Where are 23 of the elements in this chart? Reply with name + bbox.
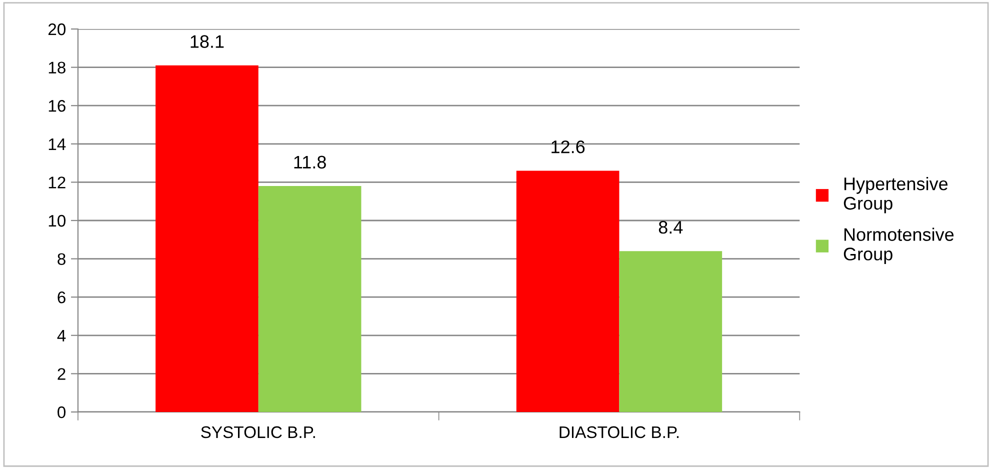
y-tick-label: 18 (48, 62, 66, 74)
data-label: 18.1 (190, 35, 224, 48)
legend-label: Hypertensive Group (844, 176, 948, 214)
y-tick-label: 8 (58, 253, 66, 265)
bar (258, 186, 362, 412)
legend-label: Normotensive Group (844, 228, 954, 264)
y-tick-label: 0 (58, 406, 66, 418)
y-tick-label: 20 (48, 23, 66, 36)
y-tick-label: 2 (58, 368, 66, 380)
bar (516, 170, 620, 412)
y-tick-label: 4 (57, 330, 66, 342)
y-tick-label: 10 (48, 214, 66, 227)
y-tick-label: 12 (48, 176, 66, 188)
data-label: 8.4 (658, 220, 683, 234)
bar (156, 65, 258, 412)
data-label: 11.8 (294, 156, 326, 169)
y-tick-label: 16 (48, 100, 66, 112)
bar (619, 251, 722, 412)
x-tick-label: SYSTOLIC B.P. (201, 426, 315, 438)
data-label: 12.6 (552, 140, 585, 154)
y-tick-label: 6 (58, 291, 66, 304)
y-tick-label: 14 (48, 138, 66, 150)
x-tick-label: DIASTOLIC B.P. (560, 426, 679, 438)
